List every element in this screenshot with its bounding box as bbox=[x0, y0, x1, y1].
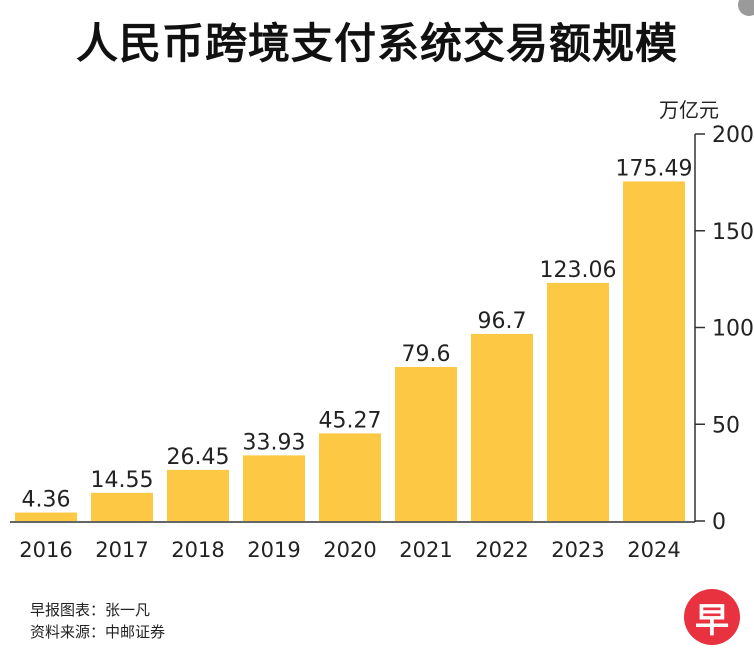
source-note: 资料来源：中邮证券 bbox=[30, 623, 166, 641]
bar-2017 bbox=[91, 492, 153, 521]
x-tick-label-2016: 2016 bbox=[19, 538, 72, 562]
value-label-2024: 175.49 bbox=[616, 156, 693, 181]
bar-2022 bbox=[471, 333, 533, 521]
x-tick-label-2017: 2017 bbox=[95, 538, 148, 562]
x-tick-label-2023: 2023 bbox=[551, 538, 604, 562]
chart-title: 人民币跨境支付系统交易额规模 bbox=[75, 19, 678, 68]
y-tick-label-200: 200 bbox=[712, 123, 754, 148]
x-tick-label-2018: 2018 bbox=[171, 538, 224, 562]
bar-2019 bbox=[243, 455, 305, 521]
x-tick-label-2019: 2019 bbox=[247, 538, 300, 562]
x-tick-label-2022: 2022 bbox=[475, 538, 528, 562]
bar-2024 bbox=[623, 181, 685, 521]
bar-2023 bbox=[547, 282, 609, 521]
credits: 早报图表：张一凡 资料来源：中邮证券 bbox=[30, 599, 165, 643]
value-label-2023: 123.06 bbox=[540, 258, 617, 283]
y-tick-label-50: 50 bbox=[712, 413, 740, 438]
bar-2018 bbox=[167, 469, 229, 521]
x-tick-label-2021: 2021 bbox=[399, 538, 452, 562]
x-tick-label-2024: 2024 bbox=[627, 538, 680, 562]
value-label-2021: 79.6 bbox=[402, 342, 451, 367]
value-label-2016: 4.36 bbox=[22, 488, 71, 513]
value-label-2020: 45.27 bbox=[319, 408, 382, 433]
value-label-2018: 26.45 bbox=[167, 445, 230, 470]
x-tick-label-2020: 2020 bbox=[323, 538, 376, 562]
zaobao-logo[interactable]: 早 bbox=[684, 589, 740, 645]
bar-2016 bbox=[15, 512, 77, 521]
corner-badge-icon bbox=[738, 0, 754, 16]
value-label-2019: 33.93 bbox=[243, 430, 306, 455]
chart-credit: 早报图表：张一凡 bbox=[30, 601, 151, 619]
y-tick-label-100: 100 bbox=[712, 317, 754, 342]
bar-2020 bbox=[319, 433, 381, 521]
y-tick-label-0: 0 bbox=[712, 510, 726, 535]
bar-2021 bbox=[395, 366, 457, 521]
value-label-2022: 96.7 bbox=[478, 309, 527, 334]
y-axis-unit: 万亿元 bbox=[659, 98, 719, 122]
y-tick-label-150: 150 bbox=[712, 220, 754, 245]
value-label-2017: 14.55 bbox=[91, 468, 154, 493]
